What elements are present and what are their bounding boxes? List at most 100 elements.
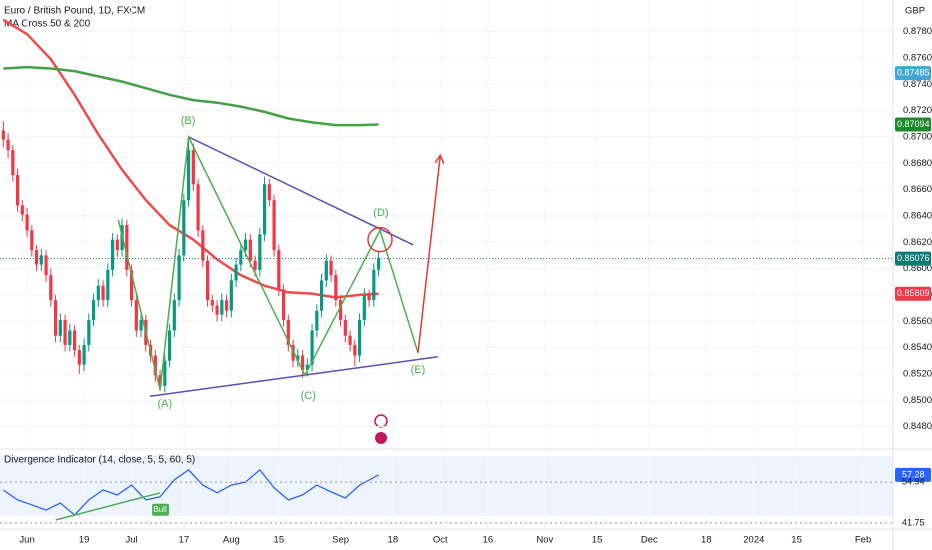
candle-body (296, 355, 300, 361)
candle-body (30, 230, 34, 251)
x-tick-label: Sep (332, 535, 349, 546)
candle-body (44, 255, 48, 276)
x-tick-label: Dec (641, 535, 658, 546)
x-tick-label: 19 (79, 535, 90, 546)
y-tick-label: 0.84800 (903, 421, 932, 432)
candle-body (6, 139, 10, 151)
candle-body (25, 214, 29, 231)
candle-body (372, 269, 376, 301)
candle-body (210, 300, 214, 306)
candle-body (362, 294, 366, 320)
indicator-band (0, 456, 893, 516)
wave-label: (C) (301, 390, 316, 402)
candle-body (353, 344, 357, 356)
candle-body (82, 344, 86, 365)
candle-body (357, 319, 362, 356)
x-tick-label: Jul (125, 535, 137, 546)
candle-body (224, 300, 229, 311)
divergence-label: Bull (153, 505, 167, 514)
candle-body (258, 234, 262, 270)
price-badge (895, 251, 931, 266)
price-badge (895, 286, 931, 301)
x-tick-label: 16 (483, 535, 494, 546)
candle-body (39, 255, 43, 265)
indicator-title: Divergence Indicator (14, close, 5, 5, 6… (4, 455, 195, 466)
currency: GBP (905, 6, 925, 17)
candle-body (253, 260, 257, 270)
divergence-badge (152, 503, 170, 516)
candle-body (191, 150, 195, 185)
level-label: 54.94 (902, 477, 925, 487)
x-tick-label: 18 (701, 535, 712, 546)
candle-body (110, 239, 115, 270)
candle-body (281, 289, 286, 320)
triangle-line (149, 356, 439, 398)
x-tick-label: Aug (223, 535, 240, 546)
level-label: 57.28 (902, 469, 925, 479)
candle-body (167, 330, 172, 361)
candle-body (196, 184, 200, 231)
candle-body (20, 205, 24, 215)
candle-body (305, 364, 309, 370)
candle-body (291, 344, 295, 361)
wave-zigzag (117, 134, 419, 390)
candle-body (319, 280, 324, 311)
candle-body (182, 200, 186, 256)
candle-body (267, 184, 271, 201)
wave-label: (B) (181, 115, 196, 127)
candle-body (34, 250, 39, 265)
candle-body (115, 239, 119, 251)
candle-body (139, 319, 143, 331)
divergence-line (55, 492, 161, 521)
candle-body (239, 250, 243, 265)
moving-average (3, 65, 379, 127)
highlight-circle (367, 226, 393, 253)
x-tick-label: Jun (19, 535, 34, 546)
event-icon (374, 414, 388, 428)
candle-body (186, 150, 191, 201)
level-badge (895, 467, 931, 482)
x-tick-label: 18 (388, 535, 399, 546)
candle-body (286, 319, 290, 345)
x-tick-label: 2024 (743, 535, 764, 546)
candle-body (248, 239, 252, 261)
candle-body (215, 305, 219, 315)
candle-body (1, 130, 5, 140)
x-tick-label: 15 (592, 535, 603, 546)
candle-body (300, 355, 305, 370)
candle-body (310, 330, 314, 365)
price-badge-label: 0.86076 (897, 253, 930, 263)
chart-subtitle: MA Cross 50 & 200 (4, 19, 91, 30)
candle-body (11, 150, 15, 176)
x-tick-label: 17 (179, 535, 190, 546)
candle-body (53, 300, 58, 336)
price-badge-label: 0.87485 (897, 67, 930, 77)
candle-body (177, 255, 181, 301)
wave-label: (E) (411, 364, 426, 376)
indicator-line (2, 468, 379, 516)
candle-body (153, 355, 157, 376)
candle-body (348, 335, 352, 345)
candle-body (343, 319, 347, 336)
candle-body (96, 285, 100, 301)
candle-body (91, 300, 96, 320)
candle-body (87, 319, 91, 345)
flag-icon (375, 432, 387, 444)
x-tick-label: Feb (855, 535, 871, 546)
candle-body (77, 350, 81, 365)
chart-title: Euro / British Pound, 1D, FXCM (4, 6, 145, 17)
x-tick-label: Nov (536, 535, 553, 546)
candle-body (262, 184, 267, 235)
candle-body (163, 360, 167, 386)
